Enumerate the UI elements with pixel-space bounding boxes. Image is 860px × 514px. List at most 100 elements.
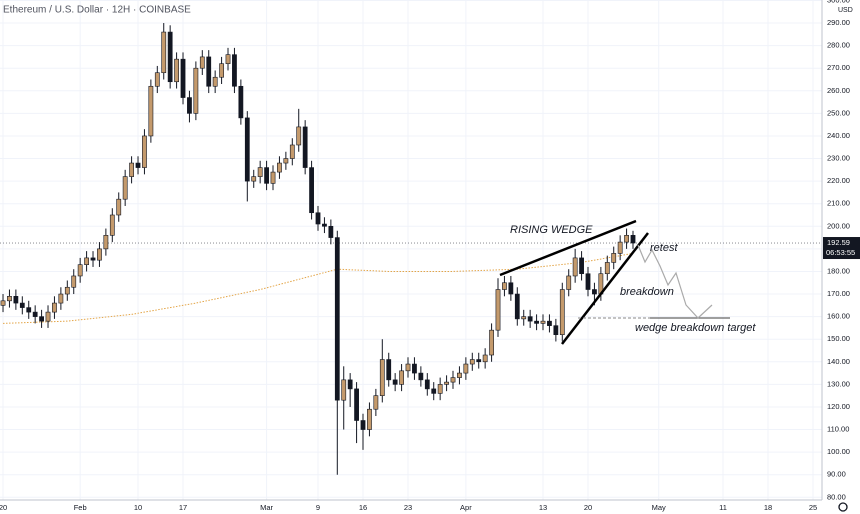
x-tick-label: May <box>652 503 666 512</box>
candle-body <box>32 311 38 317</box>
candle-body <box>373 395 379 410</box>
candle-body <box>257 167 263 177</box>
candle-body <box>309 167 314 214</box>
candle-body <box>360 420 366 430</box>
candle-body <box>386 359 392 381</box>
chart-title: Ethereum / U.S. Dollar · 12H · COINBASE <box>3 5 191 16</box>
candle-body <box>180 58 186 98</box>
candle-body <box>270 171 276 184</box>
candle-body <box>495 289 501 331</box>
y-tick-label: 90.00 <box>827 470 846 479</box>
candle-body <box>199 56 205 69</box>
countdown-label: 06:53:55 <box>826 248 855 257</box>
candle-body <box>431 388 437 394</box>
y-tick-label: 130.00 <box>827 379 850 388</box>
wedge-lower-line <box>561 232 649 345</box>
y-tick-label: 260.00 <box>827 86 850 95</box>
settings-icon[interactable] <box>838 502 848 512</box>
candle-body <box>482 354 488 363</box>
candle-body <box>45 311 51 322</box>
candle-body <box>502 282 507 290</box>
candle-body <box>0 300 6 306</box>
candle-body <box>334 237 340 401</box>
candle-body <box>444 381 449 385</box>
candle-body <box>122 176 128 200</box>
y-tick-label: 250.00 <box>827 108 850 117</box>
candle-body <box>553 325 559 335</box>
x-tick-label: 20 <box>0 503 7 512</box>
candle-body <box>604 262 610 275</box>
y-tick-label: 240.00 <box>827 131 850 140</box>
candle-body <box>611 253 617 263</box>
y-tick-label: 220.00 <box>827 176 850 185</box>
candle-body <box>26 307 32 313</box>
candle-body <box>116 198 122 216</box>
candle-body <box>379 359 385 396</box>
x-tick-label: 10 <box>134 503 142 512</box>
y-tick-label: 140.00 <box>827 357 850 366</box>
y-tick-label: 100.00 <box>827 447 850 456</box>
y-tick-label: 80.00 <box>827 492 846 501</box>
candle-body <box>392 379 398 385</box>
y-tick-label: 280.00 <box>827 41 850 50</box>
candle-body <box>277 162 282 173</box>
candle-body <box>579 257 584 275</box>
candle-body <box>129 162 134 177</box>
candle-body <box>148 85 154 137</box>
candle-body <box>476 359 482 363</box>
x-tick-label: 17 <box>179 503 187 512</box>
candle-body <box>559 289 565 335</box>
candle-body <box>566 275 572 290</box>
annotation-breakdown: breakdown <box>620 286 674 298</box>
currency-label: USD <box>838 7 853 14</box>
candle-body <box>315 212 321 225</box>
candle-body <box>489 329 494 356</box>
y-tick-label: 150.00 <box>827 334 850 343</box>
candle-body <box>7 295 12 302</box>
candle-body <box>547 320 552 326</box>
candle-body <box>161 31 167 74</box>
candle-body <box>508 282 514 295</box>
y-tick-label: 120.00 <box>827 402 850 411</box>
candle-body <box>534 320 539 324</box>
candles <box>0 23 636 475</box>
candle-body <box>469 359 475 365</box>
candle-body <box>154 72 160 87</box>
candle-body <box>341 379 347 401</box>
x-tick-label: 13 <box>539 503 547 512</box>
y-tick-label: 160.00 <box>827 312 850 321</box>
candle-body <box>592 289 597 295</box>
candle-body <box>58 293 64 304</box>
candle-body <box>212 76 218 87</box>
moving-average-line <box>3 252 634 324</box>
candle-body <box>399 370 404 385</box>
candle-body <box>52 302 57 313</box>
candle-body <box>418 372 424 381</box>
y-tick-label: 200.00 <box>827 221 850 230</box>
candle-body <box>289 144 295 159</box>
x-tick-label: 20 <box>584 503 592 512</box>
last-price-box <box>823 237 860 260</box>
candle-body <box>264 167 269 184</box>
candle-body <box>450 377 456 383</box>
candle-body <box>225 54 231 64</box>
candle-body <box>463 363 469 374</box>
candle-body <box>232 54 237 87</box>
x-tick-label: Apr <box>460 503 472 512</box>
moving-average <box>3 252 634 324</box>
candle-body <box>405 363 411 372</box>
last-price-label: 192.59 <box>827 238 850 247</box>
candle-body <box>174 58 179 83</box>
candle-body <box>283 158 289 164</box>
settings-gear[interactable] <box>838 502 848 512</box>
wedge-upper-line <box>499 219 637 277</box>
grid <box>0 0 822 500</box>
y-tick-label: 210.00 <box>827 199 850 208</box>
candle-body <box>424 379 430 390</box>
candle-body <box>39 316 44 322</box>
time-axis-bg <box>0 500 860 514</box>
x-tick-label: Feb <box>74 503 87 512</box>
